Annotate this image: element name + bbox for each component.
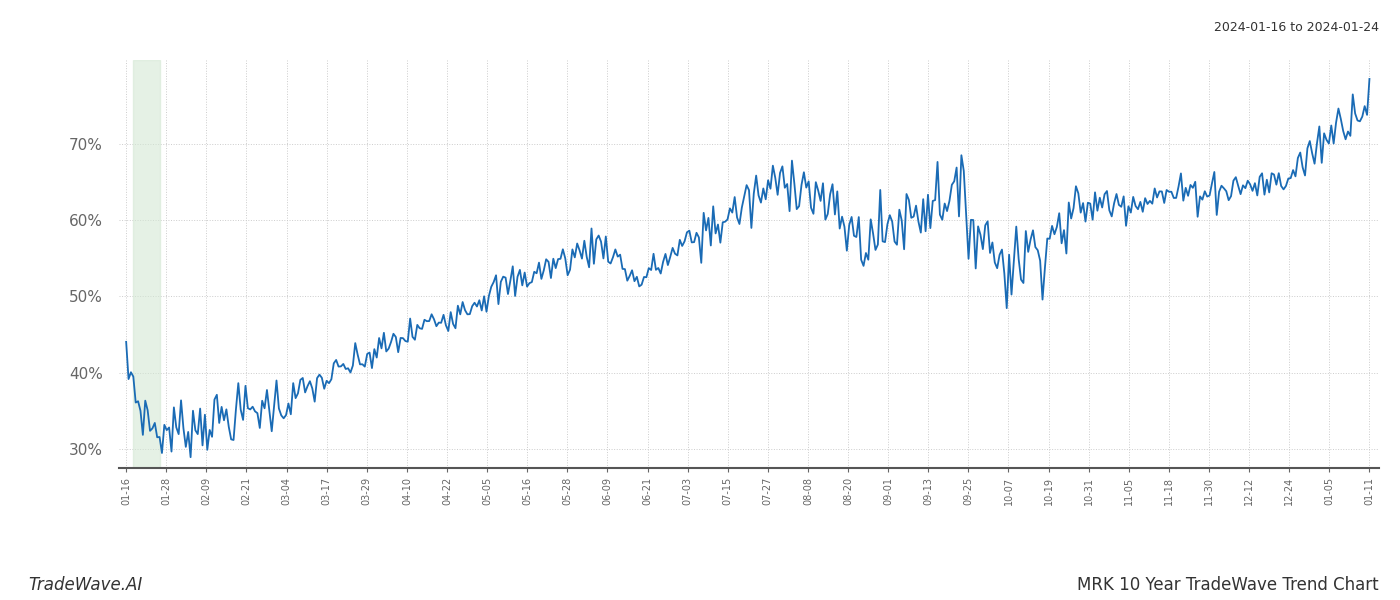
- Text: 2024-01-16 to 2024-01-24: 2024-01-16 to 2024-01-24: [1214, 21, 1379, 34]
- Bar: [133, 60, 160, 468]
- Text: MRK 10 Year TradeWave Trend Chart: MRK 10 Year TradeWave Trend Chart: [1078, 576, 1379, 594]
- Text: TradeWave.AI: TradeWave.AI: [28, 576, 143, 594]
